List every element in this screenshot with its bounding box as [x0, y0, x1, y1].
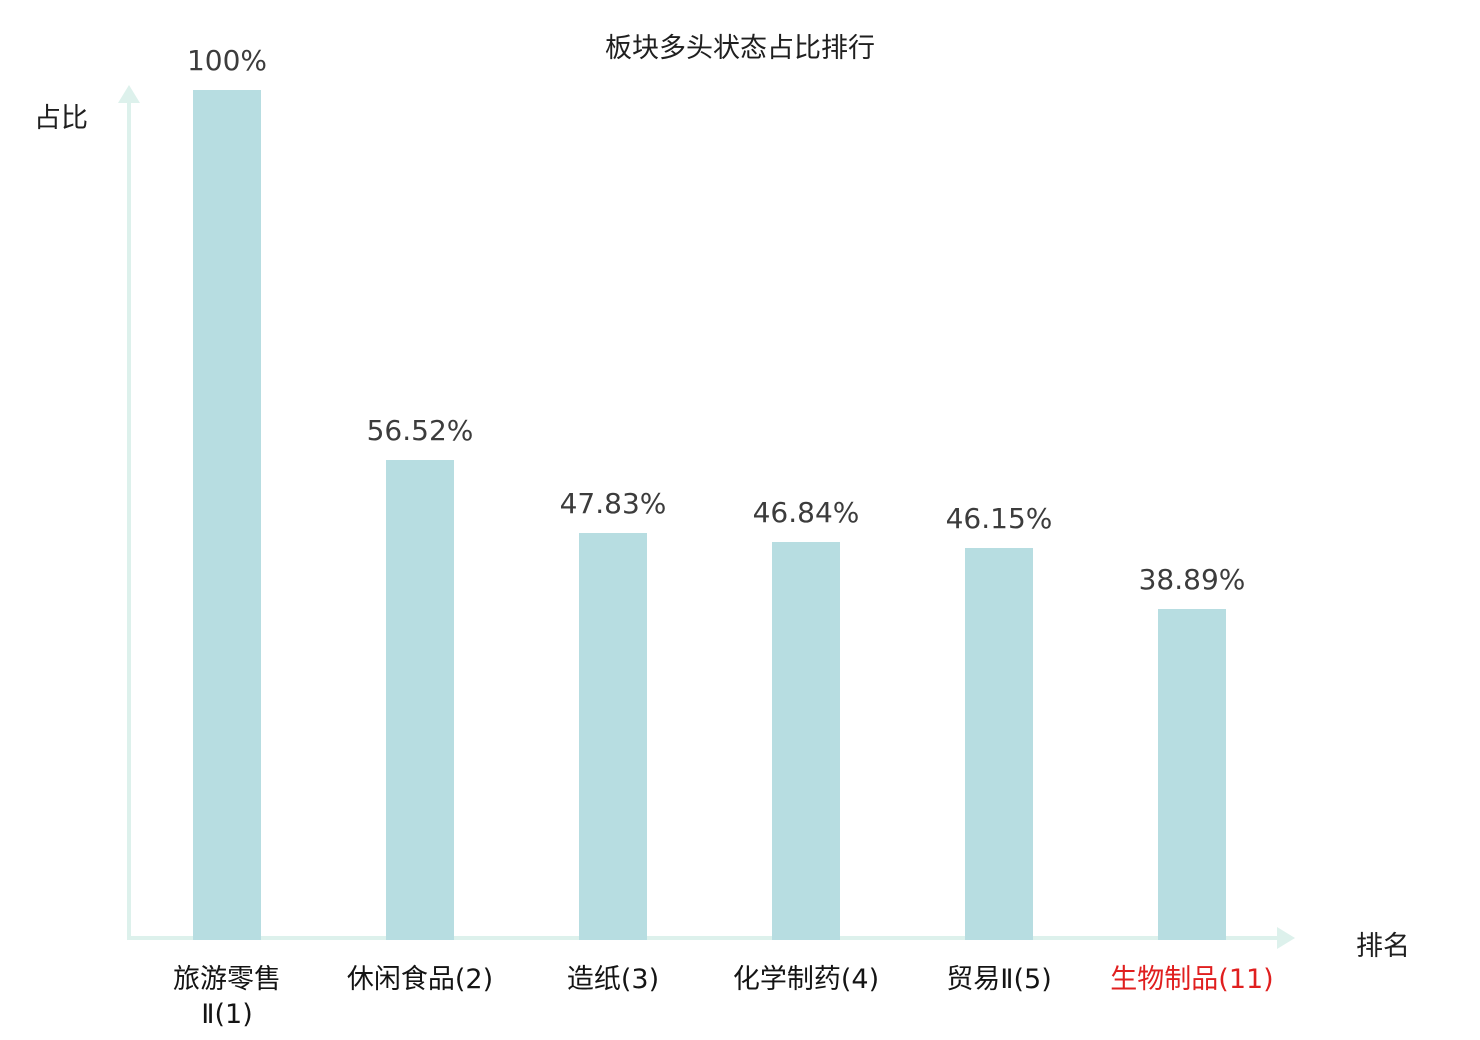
y-axis-line: [127, 102, 131, 940]
bar: [193, 90, 261, 940]
x-axis-label: 排名: [1356, 931, 1410, 962]
bar-value-label: 38.89%: [1138, 563, 1246, 596]
bar: [772, 542, 840, 940]
bar: [1158, 609, 1226, 940]
y-axis-arrow-icon: [118, 85, 140, 103]
category-label: 生物制品(11): [1110, 964, 1274, 995]
bar: [965, 548, 1033, 940]
bar-value-label: 46.84%: [752, 496, 860, 529]
x-axis-line: [127, 936, 1279, 940]
category-label: 化学制药(4): [732, 964, 880, 995]
bar: [386, 460, 454, 940]
category-label: 休闲食品(2): [346, 964, 494, 995]
bar-value-label: 46.15%: [945, 502, 1053, 535]
category-label: 贸易Ⅱ(5): [946, 964, 1052, 995]
chart-title: 板块多头状态占比排行: [605, 33, 875, 64]
bar: [579, 533, 647, 940]
category-label: 造纸(3): [566, 964, 660, 995]
bar-value-label: 47.83%: [559, 487, 667, 520]
y-axis-label: 占比: [34, 103, 88, 134]
bar-value-label: 56.52%: [366, 414, 474, 447]
bar-value-label: 100%: [186, 44, 268, 77]
x-axis-arrow-icon: [1277, 927, 1295, 949]
category-label: 旅游零售 Ⅱ(1): [173, 964, 281, 1031]
